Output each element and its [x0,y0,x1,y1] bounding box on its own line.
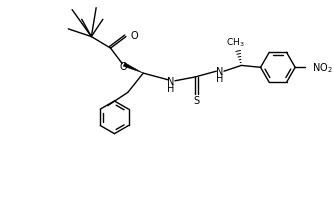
Text: O: O [119,62,127,72]
Text: S: S [193,96,199,105]
Text: O: O [131,31,138,40]
Text: N: N [216,67,224,77]
Text: H: H [167,83,174,93]
Text: NO$_2$: NO$_2$ [313,61,333,75]
Text: CH$_3$: CH$_3$ [226,36,245,48]
Text: H: H [216,74,224,83]
Text: N: N [167,76,174,86]
Polygon shape [123,63,143,74]
